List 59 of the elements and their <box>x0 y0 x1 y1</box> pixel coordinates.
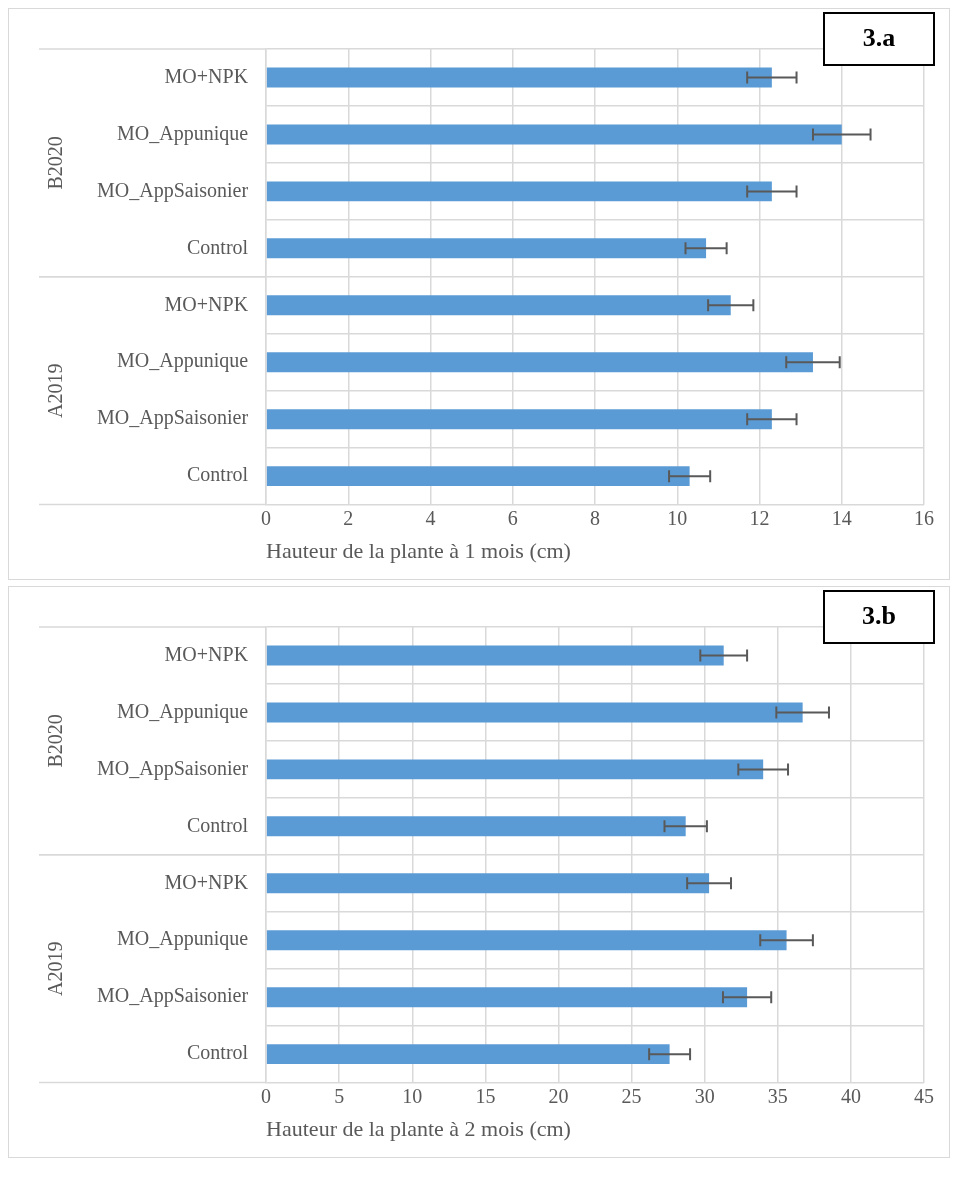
x-tick-label: 5 <box>334 1084 345 1107</box>
bar <box>266 352 813 373</box>
bar <box>266 238 707 259</box>
chart-title: 3.a <box>862 22 896 52</box>
x-tick-label: 0 <box>261 506 272 529</box>
x-tick-label: 10 <box>402 1084 423 1107</box>
x-axis-title: Hauteur de la plante à 1 mois (cm) <box>266 537 571 563</box>
y-tick-label: MO_AppSaisonier <box>96 178 249 202</box>
x-axis-title: Hauteur de la plante à 2 mois (cm) <box>266 1115 571 1141</box>
x-tick-label: 35 <box>767 1084 788 1107</box>
bar <box>266 759 764 780</box>
x-tick-label: 14 <box>831 506 852 529</box>
bar <box>266 295 731 316</box>
text: A2019 <box>44 941 67 996</box>
y-tick-label: MO_Appunique <box>116 699 249 723</box>
x-tick-label: 8 <box>590 506 601 529</box>
y-tick-label: Control <box>186 235 249 258</box>
x-tick-label: 45 <box>914 1084 934 1107</box>
x-tick-label: 6 <box>507 506 518 529</box>
x-tick-label: 10 <box>667 506 688 529</box>
x-tick-label: 16 <box>914 506 934 529</box>
y-tick-label: MO+NPK <box>164 642 249 665</box>
bar <box>266 702 803 723</box>
bar <box>266 1044 670 1065</box>
bar <box>266 181 772 202</box>
y-tick-label: MO+NPK <box>164 292 249 315</box>
y-tick-label: MO+NPK <box>164 64 249 87</box>
bar <box>266 67 772 88</box>
y-tick-label: MO_AppSaisonier <box>96 406 249 430</box>
x-tick-label: 2 <box>343 506 354 529</box>
y-tick-label: MO_Appunique <box>116 349 249 373</box>
x-tick-label: 20 <box>548 1084 569 1107</box>
bar <box>266 409 772 430</box>
text: B2020 <box>44 714 67 768</box>
y-tick-label: MO_Appunique <box>116 927 249 951</box>
y-tick-label: MO_AppSaisonier <box>96 984 249 1008</box>
x-tick-label: 4 <box>425 506 436 529</box>
bar <box>266 987 748 1008</box>
x-tick-label: 25 <box>621 1084 642 1107</box>
text: B2020 <box>44 136 67 190</box>
x-tick-label: 12 <box>749 506 770 529</box>
y-tick-label: MO_AppSaisonier <box>96 756 249 780</box>
chart-title: 3.b <box>862 600 896 630</box>
bar <box>266 466 690 487</box>
y-tick-label: Control <box>186 813 249 836</box>
y-tick-label: MO+NPK <box>164 870 249 893</box>
x-tick-label: 30 <box>694 1084 715 1107</box>
text: A2019 <box>44 363 67 418</box>
bar <box>266 930 787 951</box>
y-tick-label: Control <box>186 463 249 486</box>
bar <box>266 873 710 894</box>
x-tick-label: 0 <box>261 1084 272 1107</box>
y-tick-label: Control <box>186 1041 249 1064</box>
x-tick-label: 40 <box>840 1084 861 1107</box>
y-tick-label: MO_Appunique <box>116 121 249 145</box>
bar <box>266 816 686 837</box>
bar <box>266 645 724 666</box>
bar <box>266 124 842 145</box>
x-tick-label: 15 <box>475 1084 496 1107</box>
